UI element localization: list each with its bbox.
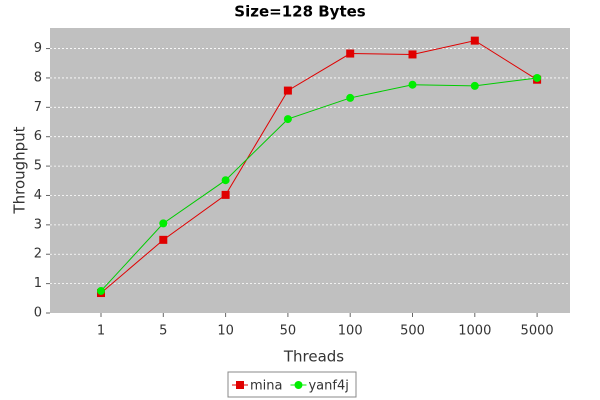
marker [159,219,168,228]
x-tick-label: 5 [159,324,167,339]
series-line [100,77,538,292]
marker [470,36,479,45]
marker [470,81,479,90]
plot-area [50,28,570,313]
marker [97,286,105,295]
x-tick-label: 50 [280,324,297,339]
marker [221,176,230,185]
marker [236,381,244,389]
marker [283,86,292,95]
y-tick-label: 7 [34,100,42,115]
y-tick-label: 4 [34,188,42,203]
marker [221,190,230,199]
y-axis-label: Throughput [11,126,29,214]
x-tick-label: 1 [97,324,105,339]
y-tick-label: 3 [34,217,42,232]
marker [294,381,303,389]
x-axis-label: Threads [283,348,344,366]
marker [533,73,542,82]
chart-title: Size=128 Bytes [234,3,366,21]
marker [283,115,292,124]
x-tick-label: 500 [400,324,425,339]
y-tick-label: 5 [34,159,42,174]
y-tick-label: 6 [34,129,42,144]
marker [346,93,355,102]
y-tick-label: 8 [34,70,42,85]
y-tick-label: 9 [34,41,42,56]
marker [408,50,417,59]
legend-label: yanf4j [308,379,348,394]
x-tick-label: 10 [217,324,234,339]
series-line [100,40,538,294]
x-tick-label: 5000 [521,324,554,339]
marker [346,49,355,58]
y-tick-label: 0 [34,306,42,321]
y-tick-label: 1 [34,276,42,291]
legend: mina yanf4j [232,379,349,394]
marker [408,80,417,89]
y-tick-label: 2 [34,247,42,262]
x-tick-label: 1000 [458,324,491,339]
legend-label: mina [250,379,282,394]
marker [159,235,168,244]
x-tick-label: 100 [338,324,363,339]
